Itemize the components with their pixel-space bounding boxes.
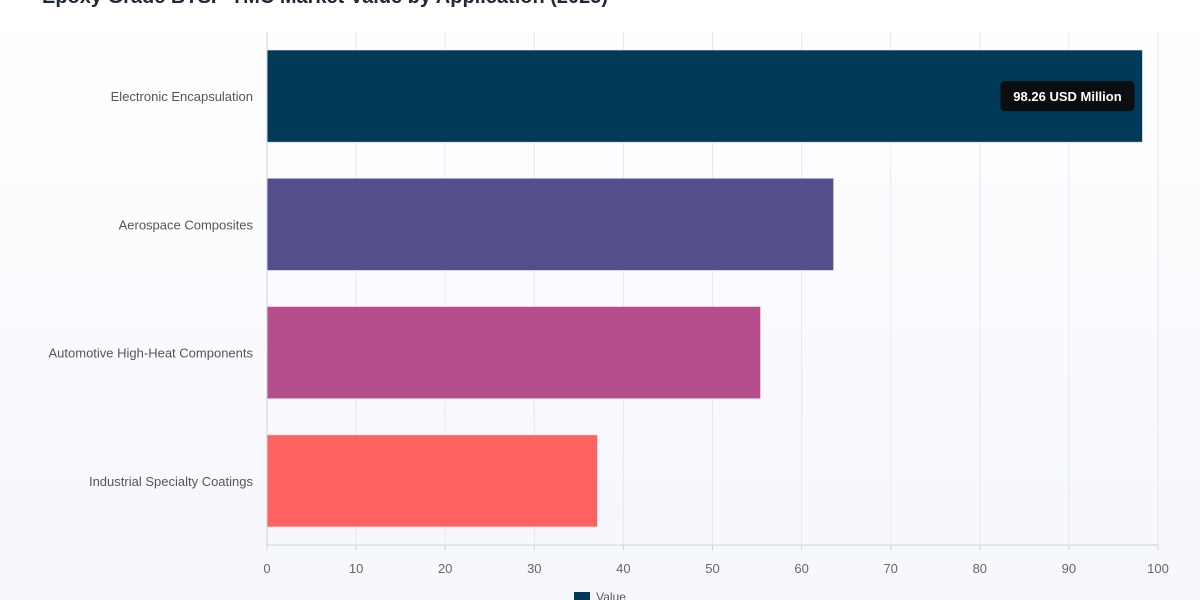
x-tick-label: 80: [973, 561, 987, 576]
x-tick-label: 90: [1062, 561, 1076, 576]
legend-swatch: [574, 592, 591, 600]
x-tick-label: 50: [705, 561, 719, 576]
tooltip-box: [1000, 81, 1135, 112]
bar[interactable]: [266, 177, 835, 272]
x-tick-label: 20: [438, 561, 452, 576]
x-tick-label: 10: [349, 561, 363, 576]
x-tick-label: 100: [1147, 561, 1169, 576]
legend[interactable]: Value: [0, 590, 1200, 600]
bar[interactable]: [266, 305, 762, 400]
bars: [266, 49, 1143, 528]
x-tick-label: 40: [616, 561, 630, 576]
tooltip: 98.26 USD Million: [1000, 81, 1135, 112]
x-tick-label: 0: [263, 561, 270, 576]
axes: Electronic Encapsulation Aerospace Compos…: [49, 32, 1169, 576]
category-label: Electronic Encapsulation: [111, 89, 253, 104]
legend-label: Value: [596, 590, 626, 600]
category-label: Automotive High-Heat Components: [49, 346, 254, 361]
x-tick-label: 60: [794, 561, 808, 576]
x-tick-label: 70: [883, 561, 897, 576]
chart-title: Epoxy Grade BTSP-TMC Market Value by App…: [42, 0, 608, 9]
category-label: Aerospace Composites: [119, 217, 254, 232]
bar[interactable]: [266, 434, 599, 528]
x-tick-label: 30: [527, 561, 541, 576]
tooltip-text: 98.26 USD Million: [1013, 89, 1121, 104]
bar[interactable]: [266, 49, 1143, 143]
category-label: Industrial Specialty Coatings: [89, 474, 254, 489]
